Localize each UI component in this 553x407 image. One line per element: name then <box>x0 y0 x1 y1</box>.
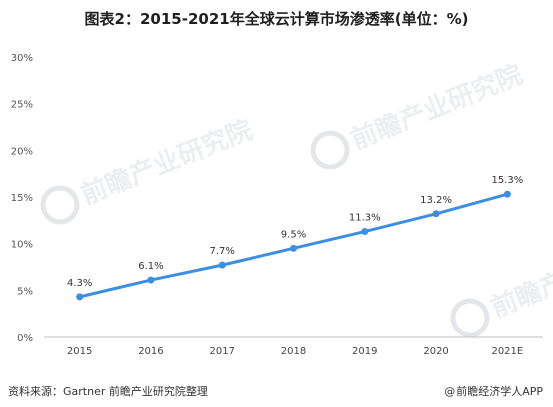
watermark-text: 前瞻产业研究院 <box>347 59 527 156</box>
data-label: 6.1% <box>138 261 163 272</box>
watermark-logo-icon <box>450 298 490 338</box>
series-group: 4.3% 6.1% 7.7% 9.5% 11.3% 13.2% 15.3% <box>67 175 523 301</box>
data-label: 13.2% <box>420 195 452 206</box>
x-tick-label: 2016 <box>138 346 163 357</box>
data-point <box>218 261 226 269</box>
x-tick-label: 2017 <box>209 346 234 357</box>
watermark-logo-icon <box>310 130 350 170</box>
source-note: 资料来源：Gartner 前瞻产业研究院整理 <box>8 385 208 398</box>
data-label: 11.3% <box>349 213 381 224</box>
data-label: 7.7% <box>210 246 235 257</box>
watermark: 前瞻产业研究院 <box>310 59 527 170</box>
watermark: 前瞻产业研究院 <box>450 227 553 338</box>
x-tick-label: 2015 <box>67 346 92 357</box>
data-point <box>361 228 369 236</box>
at-symbol: @ <box>444 385 456 398</box>
data-point <box>290 244 297 252</box>
y-tick-label: 25% <box>11 100 33 111</box>
chart-title: 图表2：2015-2021年全球云计算市场渗透率(单位：%) <box>84 10 469 28</box>
x-tick-label: 2019 <box>352 346 377 357</box>
y-tick-label: 15% <box>11 193 33 204</box>
data-point <box>503 190 511 198</box>
x-tick-label: 2020 <box>423 346 448 357</box>
y-tick-label: 5% <box>17 286 33 297</box>
data-label: 15.3% <box>491 175 523 186</box>
brand-credit: @前瞻经济学人APP <box>444 383 543 399</box>
x-tick-label: 2021E <box>491 346 523 357</box>
x-axis: 2015 2016 2017 2018 2019 2020 2021E <box>44 336 543 357</box>
watermark-logo-icon <box>40 185 80 225</box>
y-tick-label: 10% <box>11 240 33 251</box>
watermark-text: 前瞻产业研究院 <box>487 227 553 324</box>
watermark-text: 前瞻产业研究院 <box>77 114 257 211</box>
data-label: 9.5% <box>281 229 306 240</box>
data-point <box>432 210 440 218</box>
y-tick-label: 20% <box>11 146 33 157</box>
data-label: 4.3% <box>67 278 92 289</box>
data-point <box>147 276 155 284</box>
watermark: 前瞻产业研究院 <box>40 114 257 225</box>
brand-name: 前瞻经济学人APP <box>456 385 543 398</box>
y-tick-label: 30% <box>11 53 33 64</box>
y-axis: 0% 5% 10% 15% 20% 25% 30% <box>11 53 33 344</box>
y-tick-label: 0% <box>17 333 33 344</box>
x-tick-label: 2018 <box>281 346 306 357</box>
data-point <box>76 293 84 301</box>
